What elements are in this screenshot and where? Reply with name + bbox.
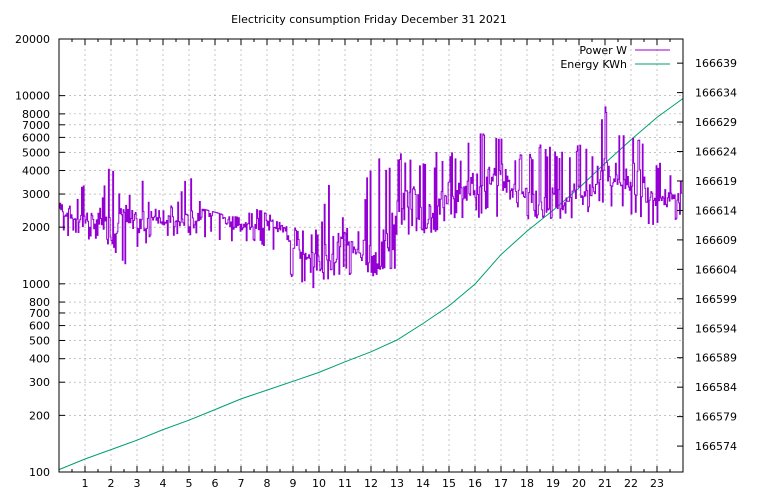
- chart-title: Electricity consumption Friday December …: [231, 13, 507, 26]
- y2-tick-label: 166599: [695, 293, 737, 306]
- x-tick-label: 23: [650, 477, 664, 490]
- y-tick-label: 1000: [22, 278, 50, 291]
- y-tick-label: 500: [29, 334, 50, 347]
- x-tick-label: 22: [624, 477, 638, 490]
- legend-label-power: Power W: [579, 44, 627, 57]
- legend: Power W Energy KWh: [560, 44, 670, 71]
- y-tick-label: 100: [29, 466, 50, 479]
- grid-lines: [59, 39, 683, 472]
- y-tick-label: 600: [29, 320, 50, 333]
- legend-label-energy: Energy KWh: [560, 58, 627, 71]
- y2-tick-label: 166639: [695, 57, 737, 70]
- y-tick-label: 300: [29, 376, 50, 389]
- axes: 1 2 3 4 5 6 7 8 9 10 11 12 13 14 15 16 17 18 19 20 21 22 23100…: [15, 33, 737, 490]
- y2-tick-label: 166609: [695, 234, 737, 247]
- y2-tick-label: 166619: [695, 175, 737, 188]
- power-series: [59, 106, 683, 289]
- x-tick-label: 9: [290, 477, 297, 490]
- y2-tick-label: 166579: [695, 411, 737, 424]
- y2-tick-label: 166614: [695, 204, 737, 217]
- x-tick-label: 13: [390, 477, 404, 490]
- x-tick-label: 3: [134, 477, 141, 490]
- x-tick-label: 15: [442, 477, 456, 490]
- x-tick-label: 2: [108, 477, 115, 490]
- y-tick-label: 4000: [22, 165, 50, 178]
- x-tick-label: 21: [598, 477, 612, 490]
- y2-tick-label: 166589: [695, 352, 737, 365]
- x-tick-label: 16: [468, 477, 482, 490]
- y-tick-label: 10000: [15, 90, 50, 103]
- y2-tick-label: 166604: [695, 263, 737, 276]
- y-tick-label: 200: [29, 409, 50, 422]
- y-tick-label: 3000: [22, 188, 50, 201]
- x-tick-label: 1: [82, 477, 89, 490]
- y2-tick-label: 166584: [695, 381, 737, 394]
- x-tick-label: 8: [264, 477, 271, 490]
- y-tick-label: 8000: [22, 108, 50, 121]
- y2-tick-label: 166634: [695, 87, 737, 100]
- y-tick-label: 7000: [22, 119, 50, 132]
- y-tick-label: 800: [29, 296, 50, 309]
- y2-tick-label: 166624: [695, 146, 737, 159]
- y-tick-label: 400: [29, 353, 50, 366]
- y-tick-label: 5000: [22, 146, 50, 159]
- x-tick-label: 4: [160, 477, 167, 490]
- x-tick-label: 19: [546, 477, 560, 490]
- y-tick-label: 20000: [15, 33, 50, 46]
- x-tick-label: 18: [520, 477, 534, 490]
- y-tick-label: 6000: [22, 131, 50, 144]
- energy-line: [58, 98, 684, 471]
- y2-tick-label: 166629: [695, 116, 737, 129]
- y2-tick-label: 166574: [695, 440, 737, 453]
- y-tick-label: 700: [29, 307, 50, 320]
- x-tick-label: 17: [494, 477, 508, 490]
- y-tick-label: 2000: [22, 221, 50, 234]
- energy-series: [58, 98, 684, 471]
- x-tick-label: 11: [338, 477, 352, 490]
- x-tick-label: 12: [364, 477, 378, 490]
- x-tick-label: 5: [186, 477, 193, 490]
- x-tick-label: 10: [312, 477, 326, 490]
- power-line: [59, 106, 683, 289]
- x-tick-label: 20: [572, 477, 586, 490]
- y2-tick-label: 166594: [695, 322, 737, 335]
- x-tick-label: 7: [238, 477, 245, 490]
- x-tick-label: 6: [212, 477, 219, 490]
- x-tick-label: 14: [416, 477, 430, 490]
